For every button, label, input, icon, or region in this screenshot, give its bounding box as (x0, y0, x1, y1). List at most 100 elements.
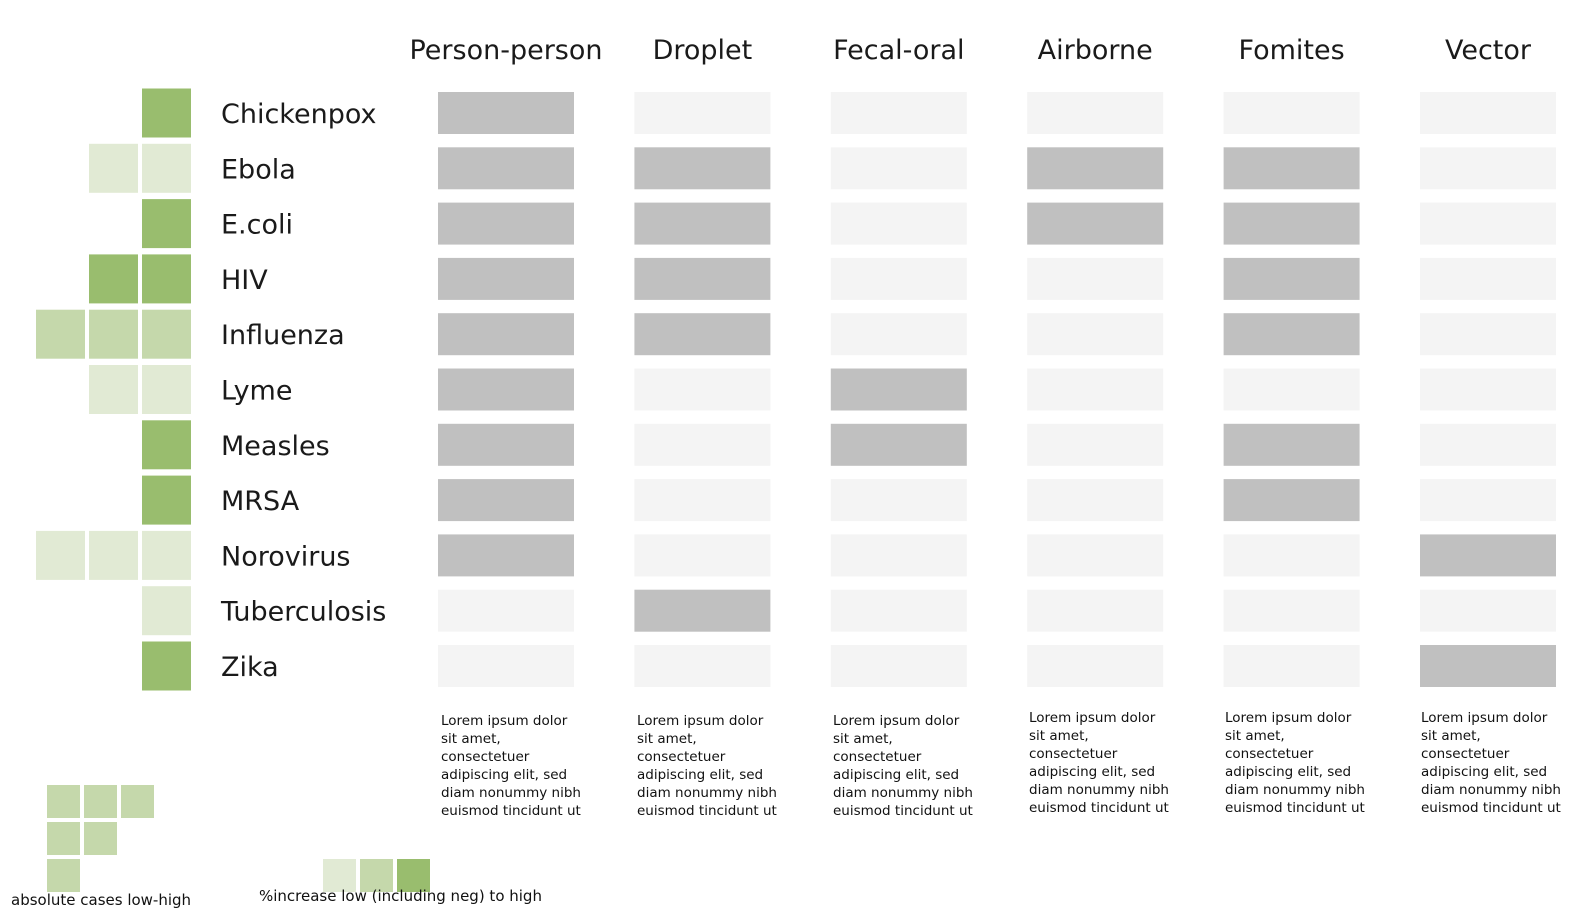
legend-absolute-square-1-1 (47, 859, 80, 892)
cell-tuberculosis-airborne (1027, 589, 1164, 632)
cell-lyme-droplet (634, 368, 771, 411)
cell-zika-droplet (634, 645, 771, 687)
cell-measles-droplet (634, 423, 771, 466)
cell-norovirus-droplet (634, 534, 771, 577)
row-label-chickenpox: Chickenpox (221, 99, 377, 130)
row-label-ebola: Ebola (221, 154, 296, 185)
column-header-droplet: Droplet (653, 35, 753, 66)
row-label-norovirus: Norovirus (221, 541, 351, 572)
cell-norovirus-airborne (1027, 534, 1164, 577)
cell-zika-airborne (1027, 645, 1164, 687)
cell-tuberculosis-fomites (1223, 589, 1360, 632)
column-description-vector: Lorem ipsum dolor sit amet, consectetuer… (1421, 710, 1561, 816)
column-header-airborne: Airborne (1038, 35, 1153, 66)
row-label-influenza: Influenza (221, 320, 345, 351)
cell-zika-fomites (1223, 645, 1360, 687)
indicator-square-norovirus-3 (36, 530, 85, 580)
row-label-mrsa: MRSA (221, 486, 300, 517)
cell-hiv-person-person (438, 257, 574, 300)
cell-influenza-droplet (634, 313, 771, 356)
indicator-square-e-coli-1 (142, 199, 191, 249)
column-header-fecal-oral: Fecal-oral (833, 35, 964, 66)
cell-ebola-vector (1420, 147, 1556, 190)
legend-increase-square-low (323, 859, 356, 892)
cell-influenza-fecal-oral (830, 313, 967, 356)
cell-lyme-person-person (438, 368, 574, 411)
cell-lyme-airborne (1027, 368, 1164, 411)
cell-measles-vector (1420, 423, 1556, 466)
cell-hiv-droplet (634, 257, 771, 300)
legend-absolute-square-3-2 (84, 785, 117, 818)
cell-e-coli-vector (1420, 202, 1556, 245)
indicator-square-influenza-3 (36, 309, 85, 359)
cell-e-coli-droplet (634, 202, 771, 245)
indicator-square-chickenpox-1 (142, 88, 191, 138)
cell-hiv-vector (1420, 257, 1556, 300)
indicator-square-hiv-1 (142, 254, 191, 304)
indicator-square-influenza-2 (89, 309, 138, 359)
legend-absolute-square-3-3 (121, 785, 154, 818)
legend-absolute-square-3-1 (47, 785, 80, 818)
legend-increase-square-high (397, 859, 430, 892)
cell-tuberculosis-vector (1420, 589, 1556, 632)
cell-lyme-vector (1420, 368, 1556, 411)
cell-e-coli-person-person (438, 202, 574, 245)
cell-mrsa-fomites (1223, 479, 1360, 522)
cell-lyme-fomites (1223, 368, 1360, 411)
column-description-person-person: Lorem ipsum dolor sit amet, consectetuer… (441, 713, 581, 819)
cell-mrsa-airborne (1027, 479, 1164, 522)
cell-zika-fecal-oral (830, 645, 967, 687)
cell-norovirus-person-person (438, 534, 574, 577)
column-description-airborne: Lorem ipsum dolor sit amet, consectetuer… (1029, 710, 1169, 816)
cell-measles-fecal-oral (830, 423, 967, 466)
cell-e-coli-fecal-oral (830, 202, 967, 245)
cell-measles-airborne (1027, 423, 1164, 466)
column-header-vector: Vector (1445, 35, 1532, 66)
indicator-square-measles-1 (142, 420, 191, 470)
cell-norovirus-fecal-oral (830, 534, 967, 577)
column-header-person-person: Person-person (409, 35, 602, 66)
cell-tuberculosis-droplet (634, 589, 771, 632)
cell-ebola-fecal-oral (830, 147, 967, 190)
legend-percent-increase-label: %increase low (including neg) to high (259, 887, 542, 905)
row-label-lyme: Lyme (221, 376, 292, 407)
indicator-square-tuberculosis-1 (142, 586, 191, 636)
indicator-square-ebola-1 (142, 143, 191, 193)
indicator-square-norovirus-1 (142, 530, 191, 580)
row-label-tuberculosis: Tuberculosis (220, 597, 386, 628)
cell-norovirus-fomites (1223, 534, 1360, 577)
row-label-measles: Measles (221, 431, 330, 462)
cell-e-coli-fomites (1223, 202, 1360, 245)
legend-absolute-cases-label: absolute cases low-high (11, 891, 192, 909)
column-description-droplet: Lorem ipsum dolor sit amet, consectetuer… (637, 713, 777, 819)
indicator-square-influenza-1 (142, 309, 191, 359)
cell-chickenpox-droplet (634, 92, 771, 134)
cell-tuberculosis-person-person (438, 589, 574, 632)
indicator-square-zika-1 (142, 641, 191, 691)
column-description-fomites: Lorem ipsum dolor sit amet, consectetuer… (1225, 710, 1365, 816)
cell-ebola-droplet (634, 147, 771, 190)
cell-tuberculosis-fecal-oral (830, 589, 967, 632)
cell-chickenpox-fomites (1223, 92, 1360, 134)
indicator-square-ebola-2 (89, 143, 138, 193)
cell-influenza-vector (1420, 313, 1556, 356)
cell-zika-vector (1420, 645, 1556, 687)
cell-chickenpox-person-person (438, 92, 574, 134)
cell-ebola-airborne (1027, 147, 1164, 190)
row-label-hiv: HIV (221, 265, 268, 296)
legend-increase-square-mid (360, 859, 393, 892)
column-header-fomites: Fomites (1239, 35, 1345, 66)
cell-mrsa-person-person (438, 479, 574, 522)
row-label-zika: Zika (221, 652, 279, 683)
cell-chickenpox-fecal-oral (830, 92, 967, 134)
indicator-square-hiv-2 (89, 254, 138, 304)
row-label-e-coli: E.coli (221, 210, 293, 241)
cell-mrsa-fecal-oral (830, 479, 967, 522)
cell-chickenpox-airborne (1027, 92, 1164, 134)
cell-influenza-person-person (438, 313, 574, 356)
cell-ebola-person-person (438, 147, 574, 190)
cell-hiv-airborne (1027, 257, 1164, 300)
cell-lyme-fecal-oral (830, 368, 967, 411)
cell-influenza-fomites (1223, 313, 1360, 356)
